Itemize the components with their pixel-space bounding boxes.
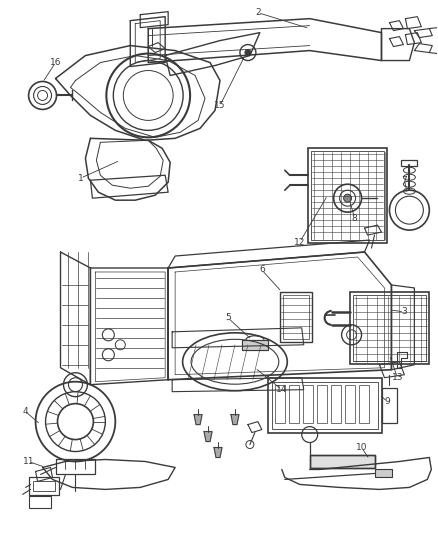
Text: 1: 1	[78, 174, 83, 183]
Text: 4: 4	[23, 407, 28, 416]
Bar	[350, 292, 429, 364]
Text: 10: 10	[356, 443, 367, 452]
Polygon shape	[214, 448, 222, 457]
Circle shape	[245, 50, 251, 55]
Text: 2: 2	[255, 8, 261, 17]
Bar	[283, 295, 309, 339]
Text: 14: 14	[276, 385, 287, 394]
Polygon shape	[242, 340, 268, 350]
Text: 3: 3	[402, 308, 407, 317]
Bar	[345, 385, 355, 423]
Bar	[289, 385, 299, 423]
Text: 16: 16	[50, 58, 61, 67]
Text: 5: 5	[225, 313, 231, 322]
Bar	[382, 387, 397, 423]
Circle shape	[343, 194, 352, 202]
Text: 11: 11	[23, 457, 34, 466]
Bar	[317, 385, 327, 423]
Bar	[311, 151, 385, 240]
Bar	[32, 481, 54, 491]
Bar	[310, 455, 374, 469]
Text: 9: 9	[385, 397, 390, 406]
Polygon shape	[231, 415, 239, 425]
Bar	[359, 385, 368, 423]
Text: 13: 13	[392, 373, 403, 382]
Text: 6: 6	[259, 265, 265, 274]
Bar	[272, 382, 378, 429]
Bar	[303, 385, 313, 423]
Bar	[28, 496, 50, 508]
Text: 15: 15	[214, 101, 226, 110]
Bar	[280, 292, 312, 342]
Text: 12: 12	[294, 238, 305, 247]
Bar	[275, 385, 285, 423]
Bar	[28, 478, 59, 495]
Text: 8: 8	[352, 214, 357, 223]
Polygon shape	[204, 432, 212, 441]
Bar	[331, 385, 341, 423]
Bar	[268, 378, 382, 433]
Bar	[310, 455, 374, 469]
Bar	[308, 148, 388, 243]
Bar	[401, 160, 417, 166]
Polygon shape	[194, 415, 202, 425]
Bar	[374, 470, 392, 478]
Bar	[353, 295, 426, 361]
Text: 7: 7	[402, 176, 407, 185]
